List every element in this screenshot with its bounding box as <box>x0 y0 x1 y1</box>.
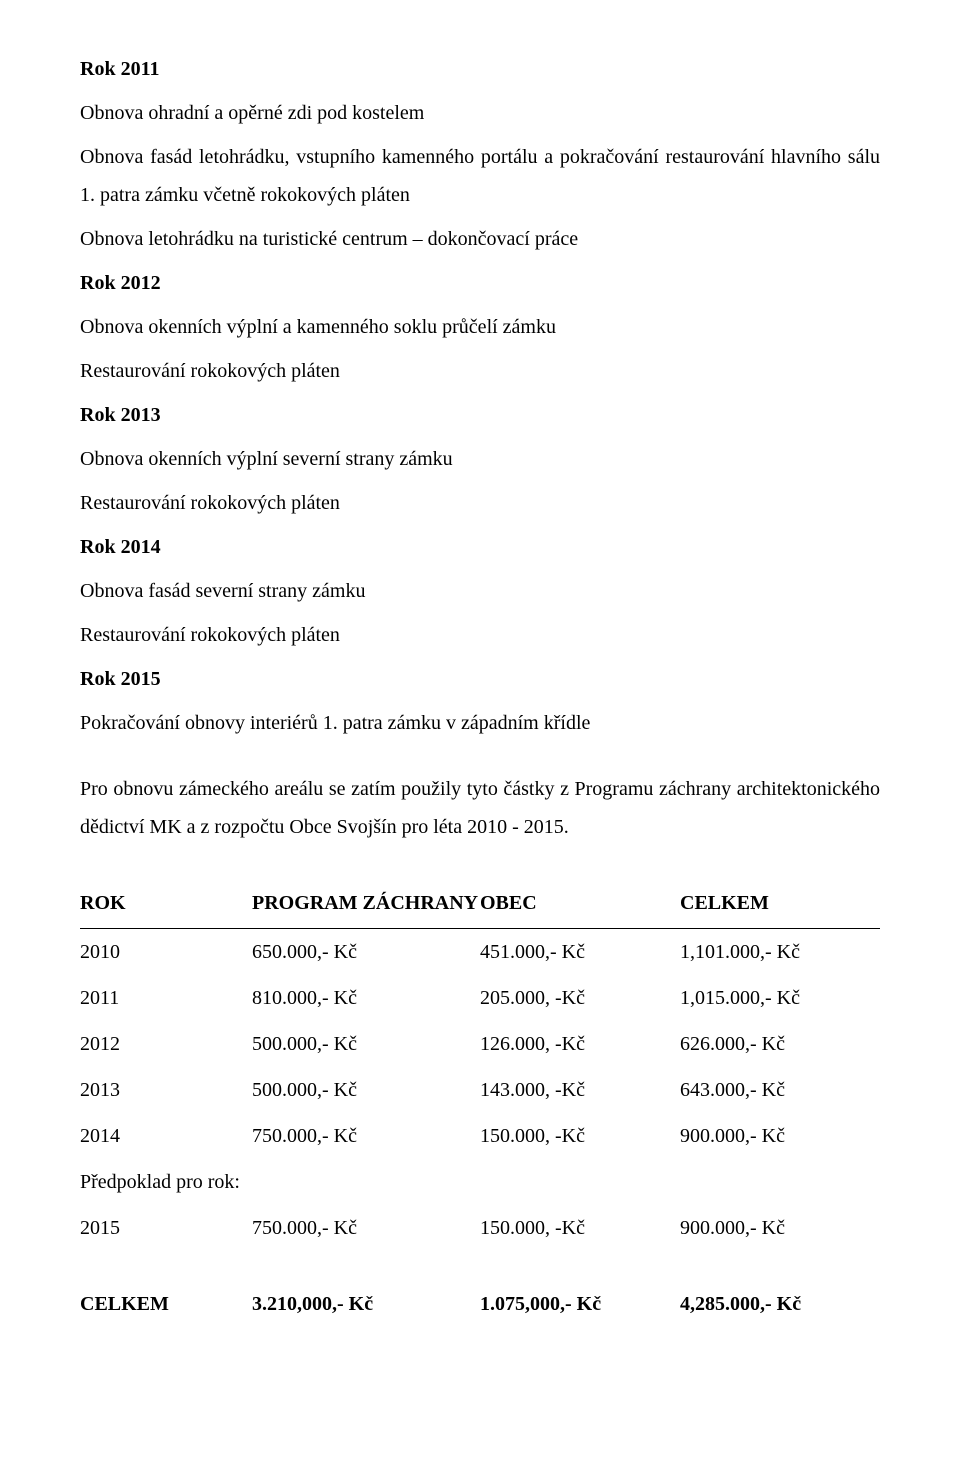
funding-table: ROK PROGRAM ZÁCHRANY OBEC CELKEM 2010 65… <box>80 880 880 1251</box>
cell-program: 500.000,- Kč <box>192 1067 480 1113</box>
year-2014-item-2: Restaurování rokokových pláten <box>80 616 880 654</box>
col-header-program: PROGRAM ZÁCHRANY <box>192 880 480 929</box>
cell-celkem: 900.000,- Kč <box>680 1205 880 1251</box>
forecast-label-row: Předpoklad pro rok: <box>80 1159 880 1205</box>
cell-rok: 2011 <box>80 975 192 1021</box>
table-header-row: ROK PROGRAM ZÁCHRANY OBEC CELKEM <box>80 880 880 929</box>
year-2011-item-3: Obnova letohrádku na turistické centrum … <box>80 220 880 258</box>
cell-rok: 2010 <box>80 929 192 976</box>
table-row: 2014 750.000,- Kč 150.000, -Kč 900.000,-… <box>80 1113 880 1159</box>
cell-obec: 150.000, -Kč <box>480 1113 680 1159</box>
year-2011-item-2: Obnova fasád letohrádku, vstupního kamen… <box>80 138 880 214</box>
year-2011-item-1: Obnova ohradní a opěrné zdi pod kostelem <box>80 94 880 132</box>
cell-celkem: 1,015.000,- Kč <box>680 975 880 1021</box>
year-2013-item-1: Obnova okenních výplní severní strany zá… <box>80 440 880 478</box>
year-2015-item-1: Pokračování obnovy interiérů 1. patra zá… <box>80 704 880 742</box>
cell-celkem: 626.000,- Kč <box>680 1021 880 1067</box>
year-2012-item-1: Obnova okenních výplní a kamenného soklu… <box>80 308 880 346</box>
cell-celkem: 643.000,- Kč <box>680 1067 880 1113</box>
totals-label: CELKEM <box>80 1285 192 1323</box>
cell-rok: 2012 <box>80 1021 192 1067</box>
totals-row: CELKEM 3.210,000,- Kč 1.075,000,- Kč 4,2… <box>80 1285 880 1323</box>
col-header-celkem: CELKEM <box>680 880 880 929</box>
year-2015-heading: Rok 2015 <box>80 660 880 698</box>
cell-program: 810.000,- Kč <box>192 975 480 1021</box>
table-row: 2015 750.000,- Kč 150.000, -Kč 900.000,-… <box>80 1205 880 1251</box>
cell-celkem: 1,101.000,- Kč <box>680 929 880 976</box>
cell-program: 650.000,- Kč <box>192 929 480 976</box>
totals-obec: 1.075,000,- Kč <box>480 1285 680 1323</box>
cell-celkem: 900.000,- Kč <box>680 1113 880 1159</box>
year-2012-heading: Rok 2012 <box>80 264 880 302</box>
col-header-rok: ROK <box>80 880 192 929</box>
year-2012-item-2: Restaurování rokokových pláten <box>80 352 880 390</box>
cell-obec: 205.000, -Kč <box>480 975 680 1021</box>
cell-obec: 143.000, -Kč <box>480 1067 680 1113</box>
totals-program: 3.210,000,- Kč <box>192 1285 480 1323</box>
year-2011-heading: Rok 2011 <box>80 50 880 88</box>
year-2014-item-1: Obnova fasád severní strany zámku <box>80 572 880 610</box>
cell-rok: 2013 <box>80 1067 192 1113</box>
cell-program: 750.000,- Kč <box>192 1113 480 1159</box>
table-row: 2012 500.000,- Kč 126.000, -Kč 626.000,-… <box>80 1021 880 1067</box>
forecast-label: Předpoklad pro rok: <box>80 1159 880 1205</box>
cell-program: 750.000,- Kč <box>192 1205 480 1251</box>
table-row: 2010 650.000,- Kč 451.000,- Kč 1,101.000… <box>80 929 880 976</box>
year-2013-heading: Rok 2013 <box>80 396 880 434</box>
year-2013-item-2: Restaurování rokokových pláten <box>80 484 880 522</box>
cell-rok: 2014 <box>80 1113 192 1159</box>
col-header-obec: OBEC <box>480 880 680 929</box>
year-2014-heading: Rok 2014 <box>80 528 880 566</box>
cell-obec: 150.000, -Kč <box>480 1205 680 1251</box>
summary-paragraph: Pro obnovu zámeckého areálu se zatím pou… <box>80 770 880 846</box>
cell-obec: 451.000,- Kč <box>480 929 680 976</box>
table-row: 2013 500.000,- Kč 143.000, -Kč 643.000,-… <box>80 1067 880 1113</box>
totals-celkem: 4,285.000,- Kč <box>680 1285 880 1323</box>
cell-rok: 2015 <box>80 1205 192 1251</box>
cell-program: 500.000,- Kč <box>192 1021 480 1067</box>
cell-obec: 126.000, -Kč <box>480 1021 680 1067</box>
table-row: 2011 810.000,- Kč 205.000, -Kč 1,015.000… <box>80 975 880 1021</box>
